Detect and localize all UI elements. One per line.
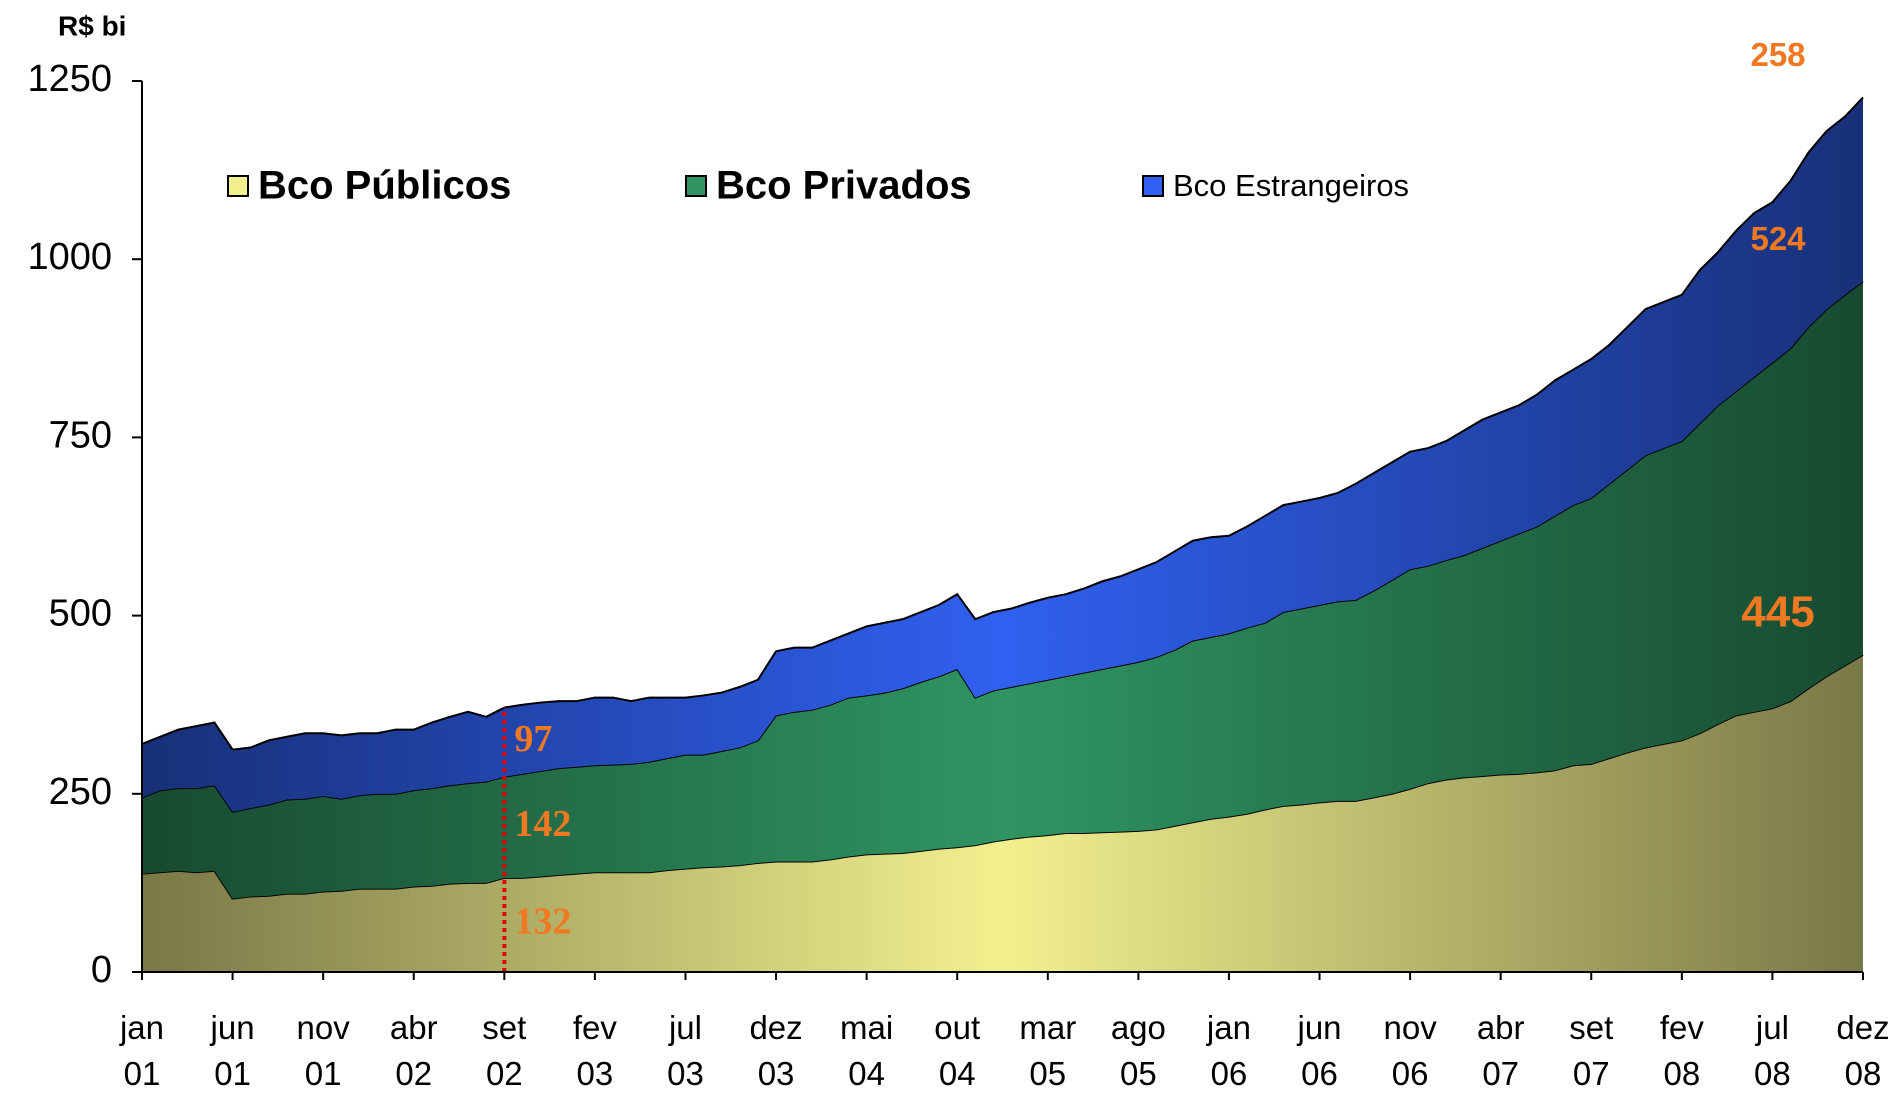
x-tick-label: abr 02 <box>389 1009 438 1092</box>
data-label: 524 <box>1750 220 1806 257</box>
x-tick-label: ago 05 <box>1110 1009 1166 1092</box>
legend-label: Bco Estrangeiros <box>1173 168 1409 203</box>
area-edge <box>141 280 1864 813</box>
y-tick-label: 1000 <box>27 236 112 278</box>
x-tick-label: out 04 <box>934 1009 981 1092</box>
x-tick-label: fev 03 <box>572 1009 617 1092</box>
x-tick-label: jan 06 <box>1206 1009 1251 1092</box>
unit-label: R$ bi <box>58 10 126 41</box>
x-tick-label: mai 04 <box>840 1009 894 1092</box>
y-tick-label: 750 <box>49 414 112 456</box>
x-tick-label: nov 06 <box>1383 1009 1437 1092</box>
x-tick-label: nov 01 <box>296 1009 350 1092</box>
legend-label: Bco Privados <box>716 164 972 208</box>
data-label: 142 <box>514 803 571 845</box>
x-tick-label: set 07 <box>1569 1009 1614 1092</box>
area-shade <box>142 97 1863 812</box>
y-tick-label: 1250 <box>27 58 112 100</box>
x-tick-label: jan 01 <box>119 1009 165 1092</box>
legend-label: Bco Públicos <box>258 164 511 208</box>
legend-swatch <box>1142 175 1164 197</box>
area-shade <box>142 281 1863 899</box>
area-shade <box>142 654 1863 972</box>
legend-swatch <box>685 175 707 197</box>
legend-swatch <box>227 175 249 197</box>
x-tick-label: jun 01 <box>210 1009 255 1092</box>
data-label: 445 <box>1741 587 1814 636</box>
data-label: 258 <box>1750 36 1805 73</box>
x-tick-label: jul 08 <box>1754 1009 1791 1092</box>
y-tick-label: 0 <box>91 949 112 991</box>
x-tick-label: dez 03 <box>749 1009 803 1092</box>
data-label: 97 <box>514 718 552 760</box>
x-tick-label: jul 03 <box>667 1009 704 1092</box>
x-tick-label: jun 06 <box>1297 1009 1342 1092</box>
x-tick-label: dez 08 <box>1836 1009 1890 1092</box>
x-tick-label: mar 05 <box>1019 1009 1077 1092</box>
x-tick-label: abr 07 <box>1476 1009 1525 1092</box>
y-tick-label: 250 <box>49 771 112 813</box>
x-tick-label: fev 08 <box>1659 1009 1704 1092</box>
data-label: 132 <box>514 901 571 943</box>
x-tick-label: set 02 <box>482 1009 527 1092</box>
y-tick-label: 500 <box>49 593 112 635</box>
area-edge <box>141 96 1864 751</box>
